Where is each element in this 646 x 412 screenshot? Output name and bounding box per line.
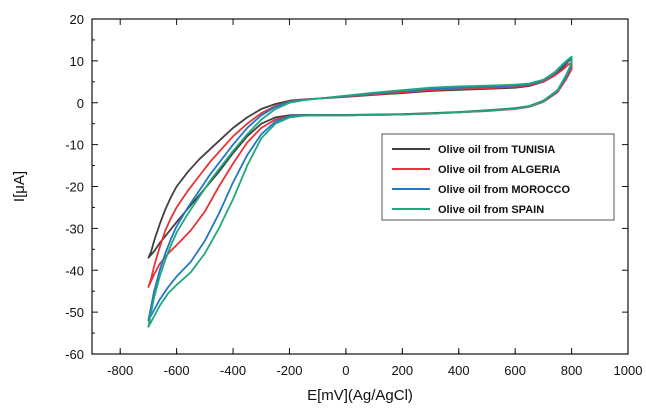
x-tick-label: 400 — [448, 363, 470, 378]
y-tick-label: 20 — [70, 12, 84, 27]
series-line-3 — [147, 57, 573, 322]
y-tick-label: -60 — [65, 347, 84, 362]
x-tick-label: -600 — [164, 363, 190, 378]
x-tick-label: 800 — [561, 363, 583, 378]
y-axis-title: I[μA] — [11, 171, 28, 202]
x-tick-label: 600 — [504, 363, 526, 378]
y-tick-label: 0 — [77, 96, 84, 111]
y-tick-label: -20 — [65, 180, 84, 195]
series-line-1 — [147, 57, 573, 259]
x-tick-label: 200 — [391, 363, 413, 378]
series-line-2 — [147, 62, 573, 288]
axes-layer: -800 -600 -400 -200 0 200 400 600 800 1000-60-50-… — [65, 12, 642, 378]
legend-label-3: Olive oil from MOROCCO — [438, 184, 570, 196]
series-line-4 — [147, 55, 573, 328]
y-tick-label: -10 — [65, 138, 84, 153]
x-tick-label: 0 — [342, 363, 349, 378]
y-tick-label: -30 — [65, 221, 84, 236]
series-layer — [147, 55, 573, 328]
x-tick-label: -800 — [107, 363, 133, 378]
legend-label-4: Olive oil from SPAIN — [438, 204, 544, 216]
y-tick-label: -40 — [65, 263, 84, 278]
x-axis-title: E[mV](Ag/AgCl) — [307, 387, 413, 404]
y-tick-label: -50 — [65, 305, 84, 320]
x-tick-label: 1000 — [614, 363, 643, 378]
x-tick-label: -200 — [276, 363, 302, 378]
y-tick-label: 10 — [70, 54, 84, 69]
legend: Olive oil from TUNISIA Olive oil from ALG… — [381, 133, 615, 221]
legend-label-2: Olive oil from ALGERIA — [438, 164, 560, 176]
legend-label-1: Olive oil from TUNISIA — [438, 144, 555, 156]
x-tick-label: -400 — [220, 363, 246, 378]
